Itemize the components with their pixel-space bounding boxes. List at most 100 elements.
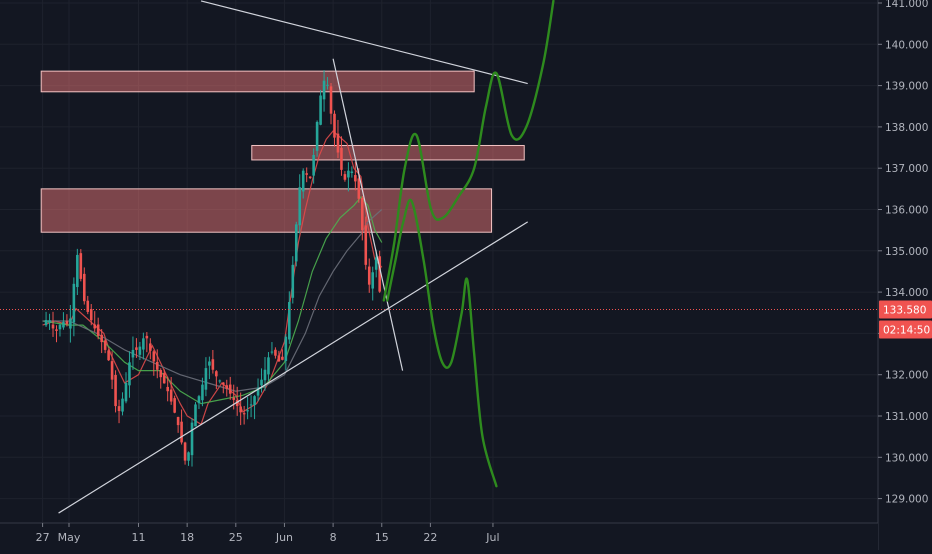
ascending-support-line bbox=[58, 221, 529, 514]
countdown-label: 02:14:50 bbox=[883, 324, 930, 336]
candle-body bbox=[374, 257, 378, 270]
candle-body bbox=[301, 170, 305, 192]
candle-body bbox=[55, 329, 58, 331]
time-tick-label: 8 bbox=[330, 531, 337, 544]
bearish-projection-path bbox=[386, 198, 498, 488]
candle-body bbox=[340, 147, 343, 170]
bullish-projection-path bbox=[382, 0, 555, 302]
candle-body bbox=[336, 133, 340, 153]
candle-body bbox=[371, 272, 375, 289]
zones-layer bbox=[40, 70, 525, 233]
candle-body bbox=[89, 309, 93, 321]
candle-body bbox=[204, 368, 208, 390]
price-tick-label: 140.000 bbox=[885, 39, 928, 51]
candle-body bbox=[121, 398, 124, 412]
candles-layer bbox=[44, 70, 381, 467]
time-tick-label: 27 bbox=[36, 531, 50, 544]
candle-body bbox=[326, 84, 329, 86]
candle-body bbox=[173, 398, 176, 413]
price-tick-label: 135.000 bbox=[885, 246, 928, 258]
candle-body bbox=[176, 417, 180, 426]
time-tick-label: 11 bbox=[132, 531, 146, 544]
moving-average-mid bbox=[42, 196, 383, 405]
candle-body bbox=[145, 335, 149, 339]
candle-body bbox=[162, 373, 166, 384]
candle-body bbox=[58, 324, 62, 330]
candle-body bbox=[347, 170, 350, 178]
candle-body bbox=[305, 173, 308, 175]
resistance-zone-middle bbox=[251, 144, 525, 161]
price-tick-label: 132.000 bbox=[885, 370, 928, 382]
moving-average-slow bbox=[42, 209, 383, 392]
price-tick-label: 138.000 bbox=[885, 122, 928, 134]
candle-body bbox=[107, 350, 110, 361]
candle-body bbox=[288, 302, 291, 340]
candle-body bbox=[246, 410, 249, 412]
candle-body bbox=[249, 404, 253, 406]
resistance-zone-upper bbox=[40, 70, 475, 93]
candle-body bbox=[86, 300, 90, 312]
price-tick-label: 137.000 bbox=[885, 163, 928, 175]
candle-body bbox=[194, 404, 197, 427]
candle-body bbox=[367, 266, 371, 285]
last-price-badge bbox=[879, 300, 932, 319]
candle-body bbox=[201, 384, 204, 401]
price-tick-label: 131.000 bbox=[885, 411, 928, 423]
steep-downtrend-line bbox=[332, 58, 404, 371]
candle-body bbox=[260, 379, 263, 386]
candle-body bbox=[221, 382, 225, 385]
candle-body bbox=[65, 321, 69, 324]
time-tick-label: May bbox=[58, 531, 81, 544]
candle-body bbox=[208, 361, 211, 366]
time-tick-label: 25 bbox=[229, 531, 243, 544]
candle-body bbox=[322, 80, 326, 100]
candle-body bbox=[284, 336, 288, 361]
price-tick-label: 134.000 bbox=[885, 287, 928, 299]
time-tick-label: Jul bbox=[485, 531, 499, 544]
resistance-zone-lower bbox=[40, 188, 493, 233]
candle-body bbox=[294, 224, 298, 262]
candle-body bbox=[183, 442, 187, 461]
candle-body bbox=[166, 386, 169, 392]
candle-body bbox=[110, 361, 114, 380]
candle-body bbox=[232, 397, 236, 400]
time-tick-label: 22 bbox=[423, 531, 437, 544]
price-tick-label: 139.000 bbox=[885, 81, 928, 93]
time-tick-label: 15 bbox=[375, 531, 389, 544]
candle-body bbox=[333, 113, 336, 138]
candle-body bbox=[312, 154, 315, 176]
candle-body bbox=[138, 346, 142, 355]
candle-body bbox=[51, 324, 55, 329]
candle-body bbox=[124, 382, 128, 402]
price-tick-label: 129.000 bbox=[885, 494, 928, 506]
candle-body bbox=[187, 452, 190, 461]
candle-body bbox=[135, 347, 138, 350]
candle-body bbox=[82, 273, 86, 302]
candle-body bbox=[180, 421, 183, 443]
candle-body bbox=[319, 95, 322, 125]
price-tick-label: 130.000 bbox=[885, 452, 928, 464]
candle-body bbox=[44, 319, 48, 326]
candle-body bbox=[235, 399, 239, 407]
candle-body bbox=[343, 174, 347, 180]
candle-body bbox=[79, 253, 83, 279]
candle-body bbox=[350, 171, 354, 173]
time-axis-panel bbox=[0, 523, 878, 550]
candle-body bbox=[169, 389, 173, 402]
candle-body bbox=[364, 225, 368, 265]
candle-body bbox=[218, 380, 222, 382]
candle-body bbox=[152, 351, 156, 362]
descending-resistance-line bbox=[200, 0, 528, 85]
candle-body bbox=[357, 178, 361, 199]
candle-body bbox=[270, 351, 274, 353]
candle-body bbox=[100, 334, 103, 343]
candle-body bbox=[315, 121, 319, 151]
candle-body bbox=[155, 361, 159, 370]
candle-body bbox=[239, 406, 242, 413]
candle-body bbox=[308, 176, 312, 179]
moving-averages-layer bbox=[42, 130, 383, 426]
candle-body bbox=[298, 187, 302, 226]
